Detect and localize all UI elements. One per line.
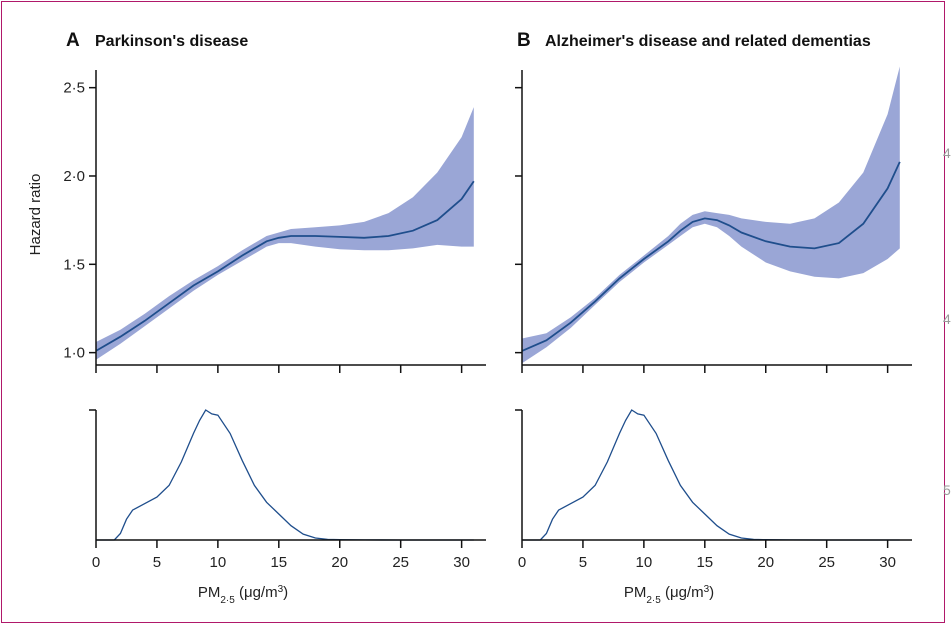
panel-b-x-tick-label: 20 xyxy=(757,554,774,571)
panel-b-x-axis-title: PM2·5 (μg/m3) xyxy=(624,584,714,606)
panel-a-y-axis-title: Hazard ratio xyxy=(27,174,44,256)
panel-b-letter: B xyxy=(517,30,531,51)
panel-b-hazard-line xyxy=(521,161,901,352)
panel-a-x-tick-label: 10 xyxy=(210,554,227,571)
panel-a-x-tick-label: 20 xyxy=(331,554,348,571)
panel-a-y-tick-label: 2·0 xyxy=(63,168,85,185)
panel-b-ci-band xyxy=(522,66,900,364)
margin-mark: 4 xyxy=(943,145,951,161)
panel-a-letter: A xyxy=(66,30,80,51)
panel-b-x-tick-label: 30 xyxy=(879,554,896,571)
panel-a-y-tick-label: 1·0 xyxy=(63,345,85,362)
panel-a-exposure-distribution xyxy=(96,409,474,541)
panel-a-x-tick-label: 5 xyxy=(153,554,161,571)
panel-b-x-tick-label: 10 xyxy=(636,554,653,571)
panel-a: A Parkinson's disease 1·0 1·5 2·0 2·5 Hazard r… xyxy=(27,30,486,606)
panel-b-x-tick-label: 5 xyxy=(579,554,587,571)
margin-mark: 5 xyxy=(943,482,951,498)
panel-a-x-axis-title: PM2·5 (μg/m3) xyxy=(198,584,288,606)
panel-a-x-tick-label: 0 xyxy=(92,554,100,571)
panel-a-y-tick-label: 2·5 xyxy=(63,80,85,97)
figure-frame xyxy=(1,1,945,623)
panel-a-x-tick-label: 15 xyxy=(270,554,287,571)
panel-a-x-tick-label: 30 xyxy=(453,554,470,571)
panel-a-y-tick-label: 1·5 xyxy=(63,256,85,273)
panel-b-x-tick-label: 0 xyxy=(518,554,526,571)
margin-mark: 4 xyxy=(943,311,951,327)
panel-a-x-tick-label: 25 xyxy=(392,554,409,571)
panel-b-title: Alzheimer's disease and related dementia… xyxy=(545,33,871,50)
panel-a-hazard-line xyxy=(95,180,475,352)
panel-b-x-tick-label: 25 xyxy=(818,554,835,571)
panel-b-x-tick-label: 15 xyxy=(696,554,713,571)
panel-a-title: Parkinson's disease xyxy=(95,33,248,50)
panel-b-exposure-distribution xyxy=(522,409,900,541)
panel-b: B Alzheimer's disease and related dementi… xyxy=(515,30,912,606)
panel-a-ci-band xyxy=(96,107,474,360)
